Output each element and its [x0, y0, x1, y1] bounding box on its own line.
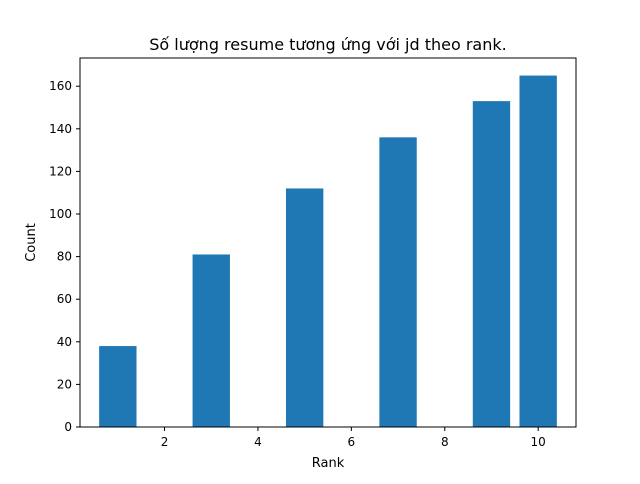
chart-title: Số lượng resume tương ứng với jd theo ra… — [149, 35, 506, 54]
y-axis-label: Count — [24, 223, 39, 262]
bar-rank-9 — [472, 101, 511, 427]
y-tick-label: 40 — [57, 335, 72, 349]
bars-group — [99, 75, 557, 428]
bar-rank-1 — [99, 346, 137, 427]
x-axis-label: Rank — [312, 456, 345, 471]
x-tick-label: 2 — [161, 435, 169, 449]
bar-rank-7 — [379, 137, 417, 428]
x-tick-label: 6 — [348, 435, 356, 449]
y-tick-label: 120 — [49, 164, 72, 178]
y-tick-label: 60 — [57, 292, 72, 306]
x-tick-label: 10 — [531, 435, 546, 449]
y-tick-label: 140 — [49, 122, 72, 136]
bar-rank-10 — [519, 75, 557, 428]
y-tick-label: 160 — [49, 79, 72, 93]
y-ticks-group: 0 20 40 60 80 100 120 140 160 — [49, 79, 80, 434]
x-tick-label: 4 — [254, 435, 262, 449]
x-ticks-group: 2 4 6 8 10 — [161, 427, 546, 449]
bar-rank-5 — [285, 188, 324, 427]
x-tick-label: 8 — [441, 435, 449, 449]
y-tick-label: 20 — [57, 377, 72, 391]
y-tick-label: 80 — [57, 250, 72, 264]
plot-frame — [79, 57, 577, 428]
bar-rank-3 — [192, 254, 230, 427]
y-tick-label: 0 — [64, 420, 72, 434]
y-tick-label: 100 — [49, 207, 72, 221]
